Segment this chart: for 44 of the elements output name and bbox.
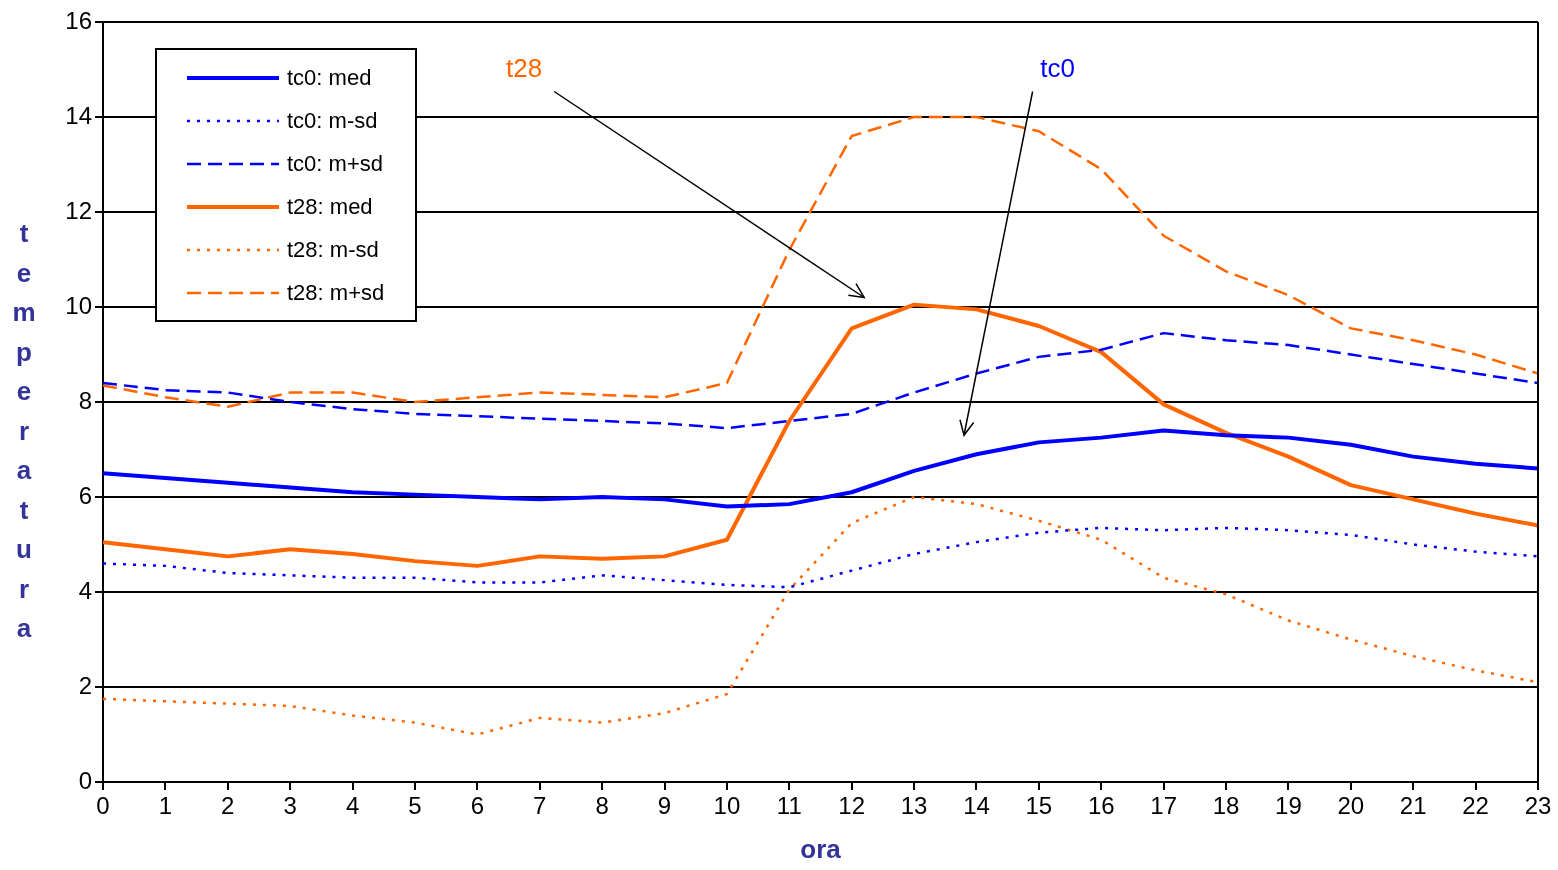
y-tick-label: 12 [65,196,92,224]
x-tick-label: 7 [533,792,547,820]
x-tick-label: 10 [713,792,741,820]
x-tick-label: 22 [1462,792,1489,820]
legend-label: t28: m-sd [287,236,379,263]
y-tick-label: 6 [78,481,92,509]
x-tick-label: 16 [1087,792,1115,820]
x-tick-label: 13 [900,792,928,820]
x-tick-label: 19 [1275,792,1302,820]
legend-label: tc0: m+sd [287,150,383,177]
x-tick-label: 15 [1025,792,1053,820]
text: temperatura [12,218,36,643]
x-tick-label: 23 [1524,792,1552,820]
x-tick-label: 21 [1399,792,1427,820]
y-tick-label: 16 [65,6,92,34]
x-tick-label: 0 [96,792,110,820]
x-tick-label: 17 [1150,792,1177,820]
x-axis-title: ora [800,833,842,864]
line-series [103,526,1538,589]
x-tick-label: 5 [408,792,422,820]
x-tick-label: 8 [595,792,609,820]
y-tick-label: 10 [65,291,92,319]
x-tick-label: 11 [776,792,802,820]
x-tick-label: 3 [283,792,297,820]
x-tick-label: 18 [1212,792,1240,820]
x-tick-label: 14 [963,792,990,820]
legend-label: t28: m+sd [287,279,385,306]
legend-label: tc0: med [287,64,372,91]
x-tick-label: 20 [1337,792,1365,820]
legend-label: t28: med [287,193,373,220]
y-tick-label: 2 [78,671,92,699]
x-tick-label: 4 [345,792,360,820]
y-tick-label: 8 [78,386,92,414]
x-tick-label: 1 [158,792,173,820]
x-tick-label: 2 [221,792,235,820]
y-tick-label: 0 [78,766,92,794]
x-tick-label: 6 [470,792,485,820]
y-tick-label: 14 [65,101,92,129]
x-tick-label: 12 [838,792,866,820]
x-tick-label: 9 [657,792,672,820]
annotation: t28 [506,52,543,83]
y-tick-label: 4 [78,576,92,604]
legend-label: tc0: m-sd [287,107,378,134]
annotation: tc0 [1040,52,1075,83]
